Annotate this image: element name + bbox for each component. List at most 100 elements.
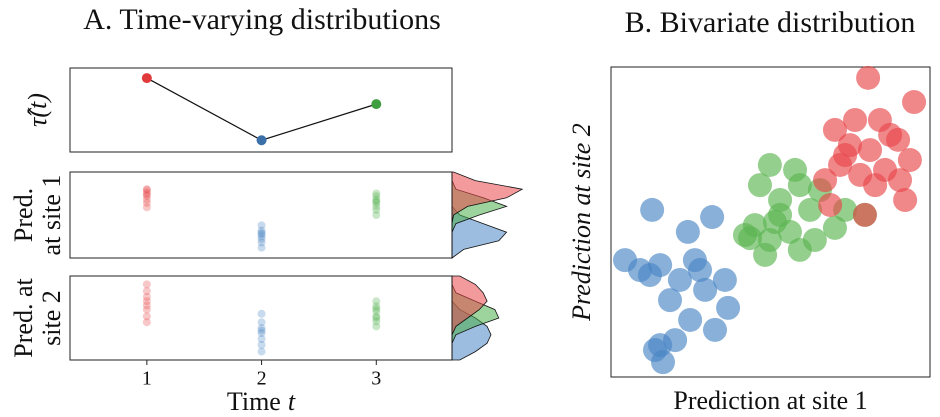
strip-point bbox=[142, 297, 151, 306]
x-tick-label: 1 bbox=[142, 368, 152, 390]
strip-point bbox=[142, 287, 151, 296]
y-axis-label-line: at site 1 bbox=[37, 175, 66, 256]
strip-point bbox=[142, 203, 151, 212]
point bbox=[371, 99, 382, 110]
strip-point bbox=[257, 347, 266, 356]
scatter-point bbox=[858, 138, 883, 163]
strip-point bbox=[142, 293, 151, 301]
scatter-point bbox=[768, 187, 793, 212]
scatter-point bbox=[897, 148, 922, 172]
strip-point bbox=[142, 190, 151, 199]
density-area bbox=[451, 171, 524, 258]
strip-point bbox=[257, 229, 266, 238]
strip-point bbox=[372, 198, 381, 207]
scatter-point bbox=[833, 143, 858, 168]
scatter-point bbox=[702, 317, 727, 342]
strip-point bbox=[257, 232, 266, 241]
y-axis-label-line: Pred. at bbox=[9, 278, 38, 358]
panel-a-title: A. Time-varying distributions bbox=[83, 3, 441, 36]
y-axis-label: Prediction at site 2 bbox=[567, 123, 596, 322]
strip-point bbox=[372, 197, 381, 206]
strip-point bbox=[142, 280, 151, 289]
scatter-point bbox=[762, 210, 787, 234]
y-axis-label-line: site 2 bbox=[37, 290, 66, 346]
strip-point bbox=[257, 221, 266, 230]
x-axis-label: Prediction at site 1 bbox=[673, 386, 867, 415]
strip-point bbox=[372, 205, 381, 214]
scatter-point bbox=[712, 267, 737, 292]
strip-point bbox=[372, 317, 381, 326]
scatter-point bbox=[822, 215, 847, 240]
scatter-point bbox=[787, 237, 812, 262]
scatter-point bbox=[813, 168, 838, 193]
scatter-point bbox=[640, 197, 665, 222]
x-axis-label-var: t bbox=[288, 387, 296, 416]
scatter-point bbox=[822, 117, 847, 142]
scatter-point bbox=[753, 242, 778, 267]
scatter-point bbox=[682, 248, 707, 273]
strip-point bbox=[142, 318, 151, 327]
y-axis-label: Pred.at site 1 bbox=[9, 175, 66, 256]
strip-point bbox=[257, 324, 266, 333]
strip-point bbox=[142, 185, 151, 194]
panel-b-title: B. Bivariate distribution bbox=[625, 6, 916, 39]
scatter-point bbox=[787, 173, 812, 198]
strip-point bbox=[257, 335, 266, 343]
strip-point bbox=[257, 329, 266, 338]
strip-point bbox=[372, 211, 381, 219]
x-axis-label-word: Time bbox=[227, 387, 281, 416]
scatter-point bbox=[663, 328, 688, 353]
y-axis-label: Pred. atsite 2 bbox=[9, 278, 66, 358]
scatter-point bbox=[843, 108, 868, 133]
y-axis-label-line: Pred. bbox=[9, 188, 38, 242]
strip-point bbox=[142, 198, 151, 207]
scatter-point bbox=[716, 295, 741, 320]
strip-point bbox=[372, 312, 381, 321]
scatter-point bbox=[678, 307, 703, 332]
scatter-point bbox=[852, 202, 877, 227]
scatter-point bbox=[693, 277, 718, 302]
scatter-point bbox=[798, 197, 823, 222]
scatter-point bbox=[878, 122, 903, 147]
strip-point bbox=[372, 297, 381, 306]
scatter-point bbox=[732, 223, 757, 248]
scatter-point bbox=[700, 205, 725, 230]
strip-point bbox=[257, 318, 266, 327]
strip-point bbox=[372, 307, 381, 316]
scatter-point bbox=[856, 65, 881, 90]
strip-point bbox=[257, 238, 266, 247]
scatter-point bbox=[675, 219, 700, 244]
strip-point bbox=[142, 188, 151, 197]
x-tick-label: 2 bbox=[257, 368, 267, 390]
strip-point bbox=[257, 226, 266, 235]
strip-point bbox=[257, 243, 266, 252]
density-area bbox=[451, 275, 488, 360]
line bbox=[146, 77, 377, 141]
point bbox=[256, 135, 267, 146]
scatter-point bbox=[888, 168, 913, 193]
scatter-point bbox=[757, 152, 782, 177]
scatter-point bbox=[818, 192, 843, 217]
strip-point bbox=[142, 192, 151, 201]
strip-point bbox=[142, 195, 151, 204]
scatter-point bbox=[667, 267, 692, 292]
strip-point bbox=[372, 304, 381, 313]
strip-point bbox=[257, 229, 266, 238]
scatter-point bbox=[747, 173, 772, 198]
strip-point bbox=[372, 202, 381, 211]
strip-point bbox=[142, 305, 151, 314]
y-axis-label: τ̂(t) bbox=[23, 93, 52, 127]
strip-point bbox=[142, 301, 151, 310]
strip-point bbox=[257, 326, 266, 335]
x-tick-label: 3 bbox=[371, 368, 381, 390]
x-axis-label: Time t bbox=[227, 387, 296, 416]
strip-point bbox=[372, 195, 381, 204]
plot-frame bbox=[610, 66, 931, 378]
strip-point bbox=[372, 314, 381, 322]
strip-point bbox=[257, 309, 266, 318]
strip-point bbox=[372, 192, 381, 201]
scatter-point bbox=[658, 288, 683, 313]
strip-point bbox=[257, 235, 266, 244]
strip-point bbox=[142, 186, 151, 195]
